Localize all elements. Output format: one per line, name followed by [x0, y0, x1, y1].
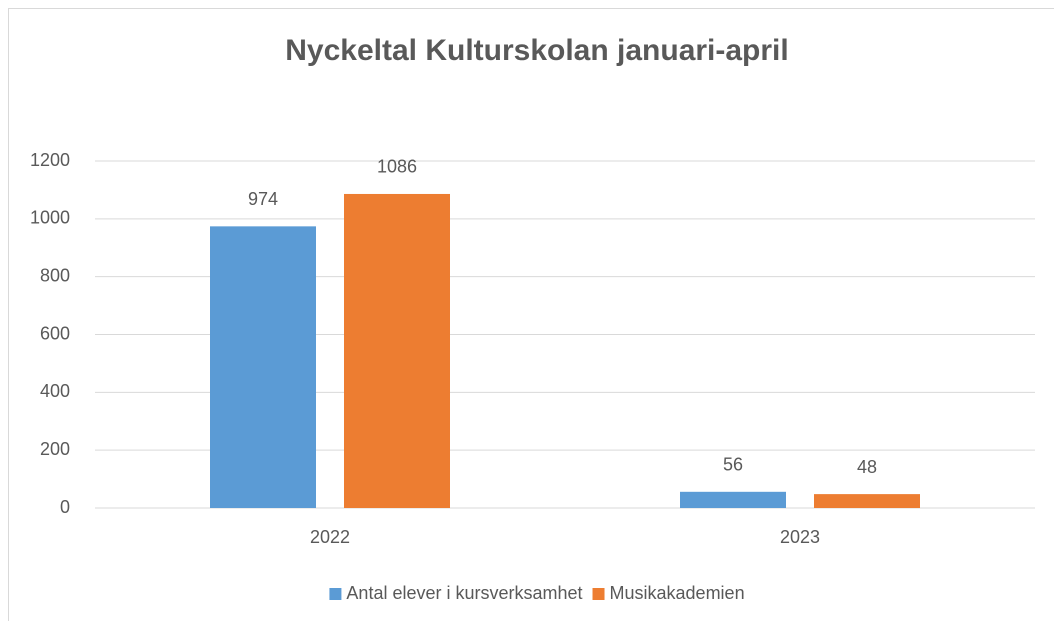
y-tick-label: 1000 — [30, 208, 70, 228]
data-label: 48 — [857, 457, 877, 477]
bar — [344, 193, 450, 508]
y-tick-label: 800 — [40, 265, 70, 285]
legend-label: Musikakademien — [610, 583, 745, 603]
x-tick-label: 2022 — [310, 527, 350, 547]
data-label: 974 — [248, 189, 278, 209]
data-label: 1086 — [377, 157, 417, 177]
bar — [210, 226, 316, 508]
chart-frame — [8, 8, 1054, 621]
y-tick-label: 1200 — [30, 150, 70, 170]
legend-swatch — [592, 588, 605, 600]
bar — [680, 491, 786, 508]
y-tick-label: 600 — [40, 323, 70, 343]
y-tick-label: 0 — [60, 497, 70, 517]
legend-label: Antal elever i kursverksamhet — [346, 583, 582, 603]
legend-swatch — [329, 588, 342, 600]
x-tick-label: 2023 — [780, 527, 820, 547]
bar — [814, 494, 920, 508]
chart-title: Nyckeltal Kulturskolan januari-april — [285, 34, 788, 67]
y-tick-label: 400 — [40, 381, 70, 401]
data-label: 56 — [723, 455, 743, 475]
y-tick-label: 200 — [40, 439, 70, 459]
